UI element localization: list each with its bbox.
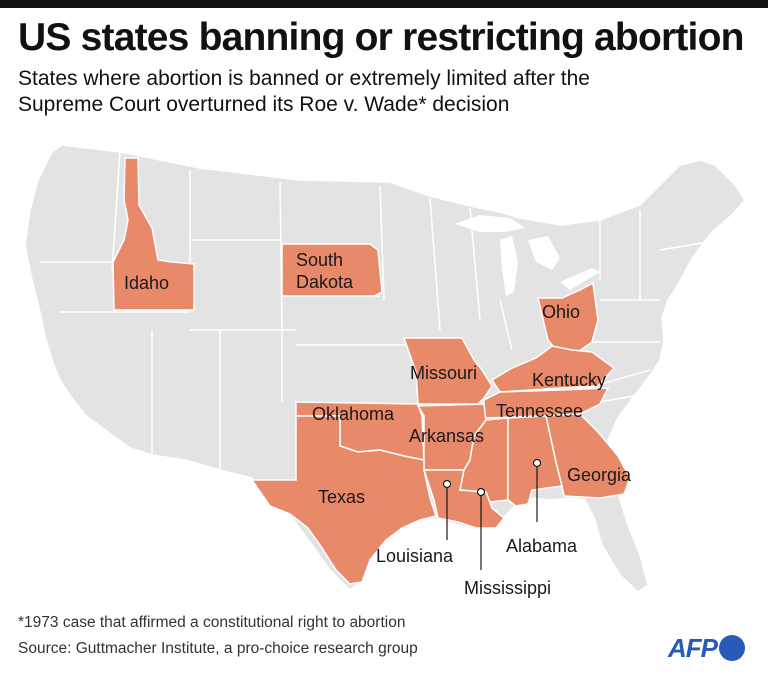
label-mississippi: Mississippi — [464, 578, 551, 598]
state-south-dakota — [281, 243, 383, 297]
label-alabama: Alabama — [506, 536, 578, 556]
label-ohio: Ohio — [542, 302, 580, 322]
page-subtitle: States where abortion is banned or extre… — [18, 67, 590, 116]
lake-erie — [560, 268, 600, 290]
afp-logo-text: AFP — [668, 632, 718, 663]
label-georgia: Georgia — [567, 465, 632, 485]
state-labels: Idaho South Dakota Ohio Missouri Kentuck… — [124, 250, 632, 507]
source-note: Source: Guttmacher Institute, a pro-choi… — [18, 640, 418, 657]
afp-logo: AFP — [668, 632, 745, 664]
state-ohio — [537, 281, 599, 353]
label-oklahoma: Oklahoma — [312, 404, 395, 424]
us-map: Idaho South Dakota Ohio Missouri Kentuck… — [24, 144, 746, 598]
state-texas — [250, 415, 437, 585]
lake-michigan — [500, 236, 518, 296]
label-missouri: Missouri — [410, 363, 477, 383]
marker-louisiana — [442, 479, 452, 489]
label-south-dakota-line1: South — [296, 250, 343, 270]
restricted-states — [112, 157, 631, 585]
state-idaho — [112, 157, 195, 311]
label-texas: Texas — [318, 487, 365, 507]
marker-mississippi — [476, 487, 486, 497]
top-bar — [0, 0, 768, 8]
label-tennessee: Tennessee — [496, 401, 583, 421]
page-title: US states banning or restricting abortio… — [18, 16, 744, 59]
label-arkansas: Arkansas — [409, 426, 484, 446]
lake-huron — [528, 236, 560, 270]
label-south-dakota-line2: Dakota — [296, 272, 354, 292]
state-mississippi — [459, 417, 509, 503]
state-kentucky — [490, 345, 616, 393]
afp-logo-dot-icon — [719, 635, 745, 661]
label-louisiana: Louisiana — [376, 546, 454, 566]
callouts: Louisiana Mississippi Alabama — [376, 458, 578, 598]
label-idaho: Idaho — [124, 273, 169, 293]
state-tennessee — [483, 387, 610, 419]
footnote: *1973 case that affirmed a constitutiona… — [18, 614, 406, 631]
marker-alabama — [532, 458, 542, 468]
state-missouri — [402, 337, 493, 405]
state-georgia — [545, 413, 631, 499]
label-kentucky: Kentucky — [532, 370, 606, 390]
